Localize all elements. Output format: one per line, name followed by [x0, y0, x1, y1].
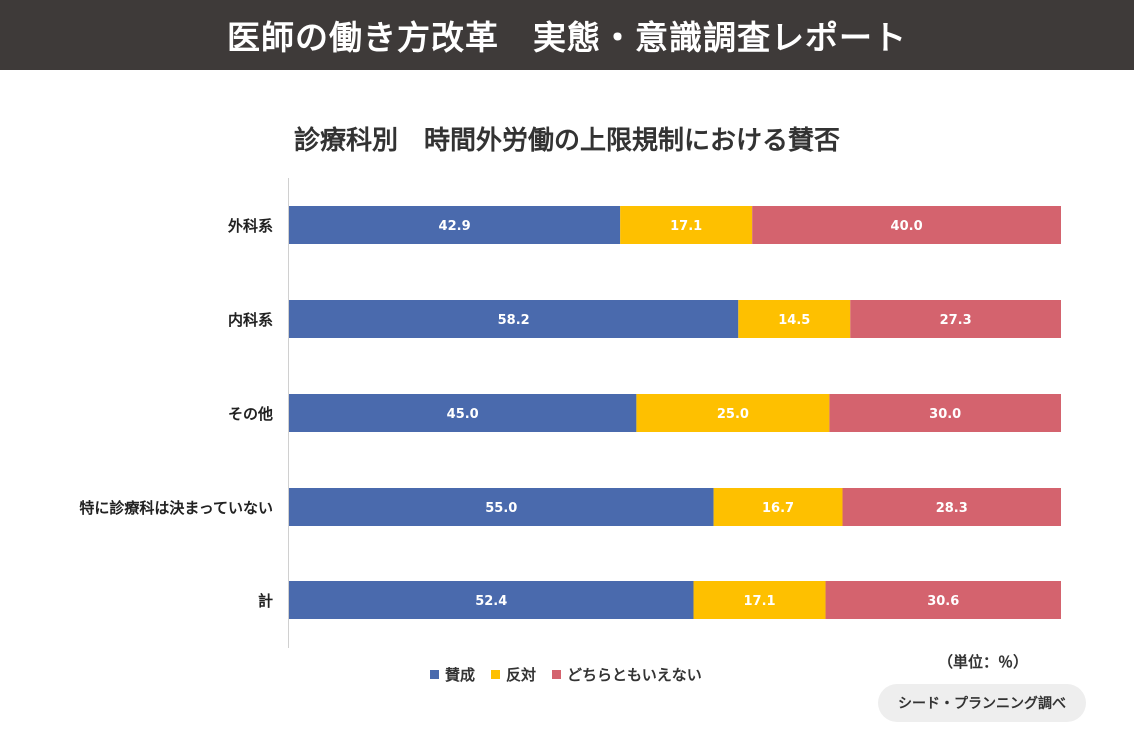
data-label-disagree: 25.0	[717, 407, 749, 422]
category-label: 外科系	[227, 217, 273, 235]
bar-segment-disagree	[693, 581, 826, 619]
source-badge: シード・プランニング調べ	[878, 684, 1086, 722]
data-label-agree: 52.4	[475, 594, 507, 609]
legend-label-neither: どちらともいえない	[567, 666, 702, 684]
data-label-disagree: 14.5	[778, 313, 810, 328]
bar-segment-agree	[289, 206, 621, 244]
data-label-disagree: 17.1	[743, 594, 775, 609]
data-label-neither: 28.3	[936, 501, 968, 516]
report-header: 医師の働き方改革 実態・意識調査レポート	[0, 0, 1134, 70]
bar-segment-neither	[850, 300, 1061, 338]
category-label: その他	[228, 405, 273, 423]
data-label-neither: 30.6	[927, 594, 959, 609]
data-label-disagree: 17.1	[670, 219, 702, 234]
legend-swatch-neither	[552, 670, 562, 679]
category-label: 特に診療科は決まっていない	[79, 499, 273, 517]
data-label-neither: 40.0	[891, 219, 923, 234]
data-label-neither: 30.0	[929, 407, 961, 422]
category-label: 内科系	[228, 311, 273, 329]
data-label-disagree: 16.7	[762, 501, 794, 516]
data-label-agree: 58.2	[498, 313, 530, 328]
bar-segment-agree	[289, 300, 739, 338]
source-label: シード・プランニング調べ	[898, 696, 1066, 712]
legend-item-neither: どちらともいえない	[552, 664, 702, 685]
legend-swatch-agree	[430, 670, 439, 679]
bar-segment-neither	[752, 206, 1061, 244]
bar-segment-neither	[829, 394, 1061, 432]
bar-segment-disagree	[636, 394, 830, 432]
bar-segment-disagree	[713, 488, 843, 526]
bar-segment-neither	[842, 488, 1061, 526]
legend-swatch-disagree	[491, 670, 501, 679]
bar-segment-agree	[289, 488, 714, 526]
data-label-agree: 42.9	[439, 219, 471, 234]
bar-segment-disagree	[738, 300, 851, 338]
legend-label-agree: 賛成	[445, 666, 476, 684]
chart-legend: 賛成 反対 どちらともいえない	[430, 664, 702, 685]
legend-item-agree: 賛成	[430, 664, 475, 685]
category-label: 計	[258, 592, 273, 610]
legend-item-disagree: 反対	[491, 664, 536, 685]
data-label-agree: 55.0	[485, 501, 517, 516]
bar-segment-agree	[289, 394, 637, 432]
bar-segment-disagree	[620, 206, 753, 244]
data-label-neither: 27.3	[940, 313, 972, 328]
bar-segment-agree	[289, 581, 694, 619]
unit-note: （単位：％）	[938, 653, 1029, 671]
data-label-agree: 45.0	[447, 407, 479, 422]
chart-title: 診療科別 時間外労働の上限規制における賛否	[293, 126, 840, 156]
legend-label-disagree: 反対	[506, 666, 537, 684]
bar-segment-neither	[825, 581, 1061, 619]
report-title: 医師の働き方改革 実態・意識調査レポート	[227, 18, 907, 57]
